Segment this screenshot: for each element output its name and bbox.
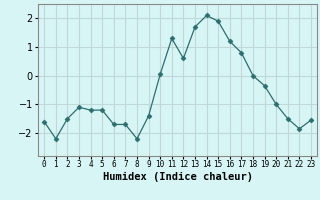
X-axis label: Humidex (Indice chaleur): Humidex (Indice chaleur) [103,172,252,182]
